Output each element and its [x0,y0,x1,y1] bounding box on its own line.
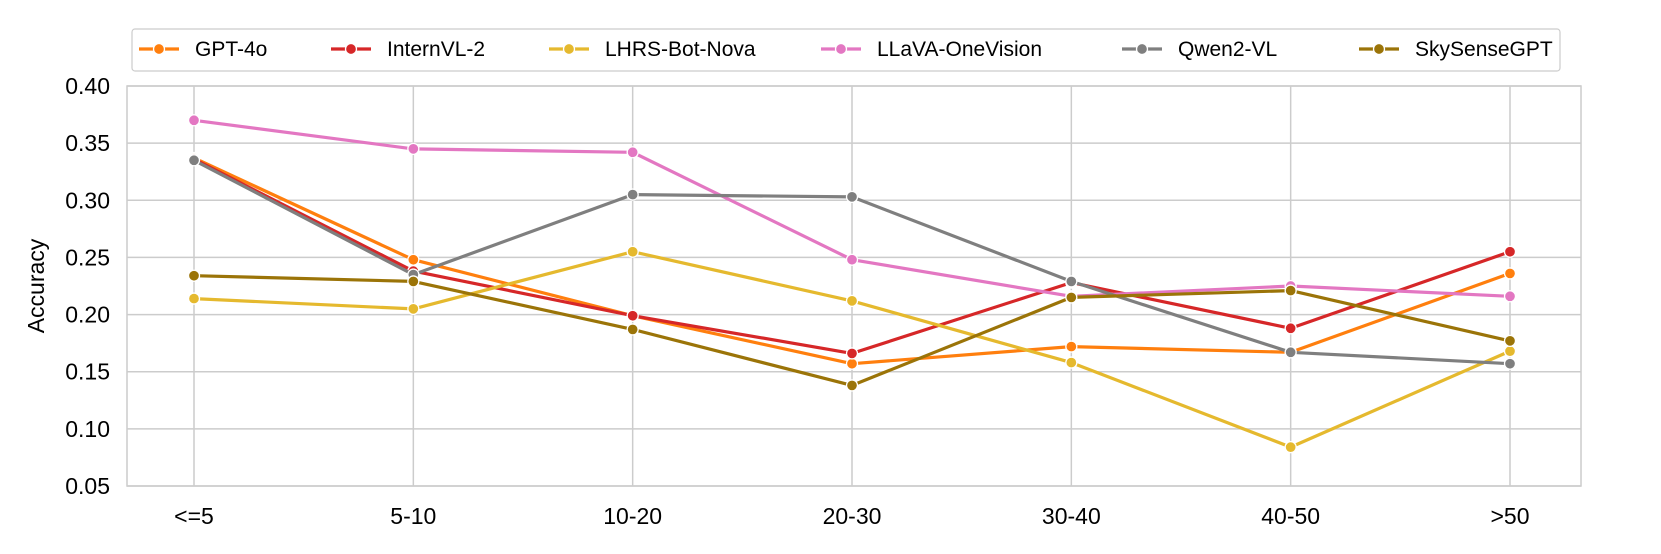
data-point [407,142,420,156]
legend-marker [152,42,166,56]
series-lines [187,114,1517,454]
data-point [845,357,859,370]
data-point [1503,245,1517,258]
x-tick-label: 5-10 [390,503,436,529]
data-point [1284,440,1297,454]
series-lhrs-bot-nova [187,245,1517,454]
y-tick-label: 0.40 [65,73,110,99]
x-tick-label: 20-30 [823,503,882,529]
legend-marker [834,42,848,56]
data-point [187,269,201,282]
data-point [407,253,420,266]
legend-label: LHRS-Bot-Nova [605,38,756,61]
y-axis-label: Accuracy [23,238,49,333]
data-point [1503,290,1517,303]
legend-label: SkySenseGPT [1415,38,1553,61]
data-point [626,188,639,201]
grid [127,85,1581,487]
data-point [1284,322,1297,335]
legend-item: InternVL-2 [331,38,485,61]
data-point [845,347,859,360]
data-point [1065,275,1078,288]
legend-label: Qwen2-VL [1178,38,1277,61]
x-tick-label: >50 [1490,503,1529,529]
y-tick-label: 0.10 [65,416,110,442]
data-point [845,253,859,266]
data-point [626,245,639,258]
legend-marker [344,42,358,56]
data-point [626,146,639,159]
data-point [1503,267,1517,280]
series-skysensegpt [187,269,1517,392]
x-tick-label: 40-50 [1261,503,1320,529]
y-tick-label: 0.35 [65,130,110,156]
data-point [845,190,859,204]
legend-marker [1135,42,1149,56]
legend-item: LHRS-Bot-Nova [549,38,756,61]
data-point [1284,284,1297,297]
legend-item: SkySenseGPT [1359,38,1553,61]
legend-item: Qwen2-VL [1122,38,1277,61]
legend-label: LLaVA-OneVision [877,38,1042,61]
data-point [1503,334,1517,348]
x-axis-ticks: <=5 5-10 10-20 20-30 30-40 40-50 >50 [174,503,1529,529]
data-point [626,309,639,322]
data-point [407,275,420,288]
x-tick-label: 10-20 [603,503,662,529]
data-point [187,292,201,305]
legend-marker [562,42,576,56]
y-tick-label: 0.15 [65,359,110,385]
legend-label: GPT-4o [195,38,267,61]
y-tick-label: 0.30 [65,187,110,213]
series-qwen2-vl [187,154,1517,370]
plot-area-frame [126,85,1582,487]
data-point [845,294,859,308]
data-point [187,154,201,167]
legend-item: LLaVA-OneVision [821,38,1042,61]
x-tick-label: <=5 [174,503,214,529]
data-point [407,302,420,316]
data-point [845,379,859,392]
legend-item: GPT-4o [139,38,267,61]
x-tick-label: 30-40 [1042,503,1101,529]
y-axis-ticks: 0.05 0.10 0.15 0.20 0.25 0.30 0.35 0.40 [65,73,110,499]
data-point [1065,291,1078,304]
legend-label: InternVL-2 [387,38,485,61]
data-point [626,323,639,336]
data-point [1065,340,1078,353]
y-tick-label: 0.20 [65,302,110,328]
y-tick-label: 0.05 [65,473,110,499]
data-point [1284,346,1297,359]
legend-marker [1372,42,1386,56]
data-point [1503,344,1517,358]
legend: GPT-4o InternVL-2 LHRS-Bot-Nova LLaVA-OneVi… [131,28,1561,72]
data-point [187,114,201,127]
y-tick-label: 0.25 [65,244,110,270]
data-point [1065,356,1078,369]
data-point [1503,357,1517,370]
